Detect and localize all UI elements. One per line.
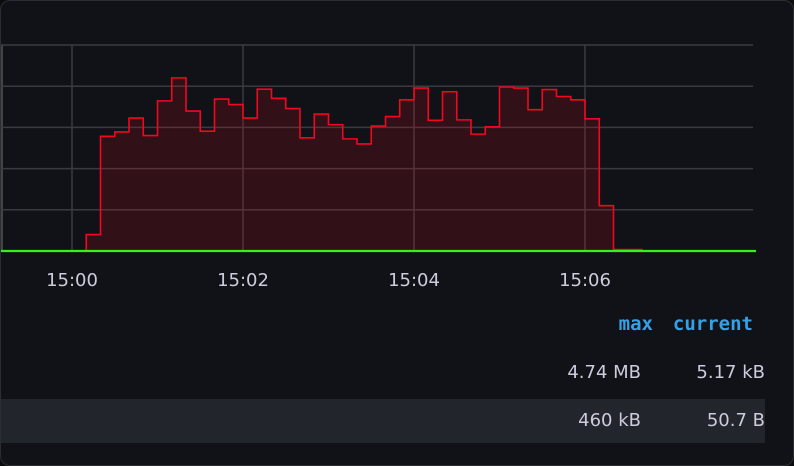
x-tick-label: 15:06 bbox=[559, 270, 611, 291]
series-area bbox=[1, 77, 756, 251]
x-tick-label: 15:00 bbox=[46, 270, 98, 291]
chart[interactable]: 15:00 15:02 15:04 15:06 bbox=[1, 1, 794, 301]
legend-max-value: 4.74 MB bbox=[567, 362, 641, 383]
legend-row[interactable]: 4.74 MB 5.17 kB bbox=[1, 351, 765, 395]
legend-header-max[interactable]: max bbox=[618, 313, 653, 335]
legend-header-current[interactable]: current bbox=[672, 313, 753, 335]
legend-current-value: 50.7 B bbox=[706, 410, 765, 431]
legend-max-value: 460 kB bbox=[578, 410, 641, 431]
x-tick-label: 15:02 bbox=[217, 270, 269, 291]
legend-current-value: 5.17 kB bbox=[696, 362, 765, 383]
x-tick-label: 15:04 bbox=[388, 270, 440, 291]
series-line bbox=[1, 77, 756, 252]
legend-row[interactable]: 460 kB 50.7 B bbox=[1, 399, 765, 443]
